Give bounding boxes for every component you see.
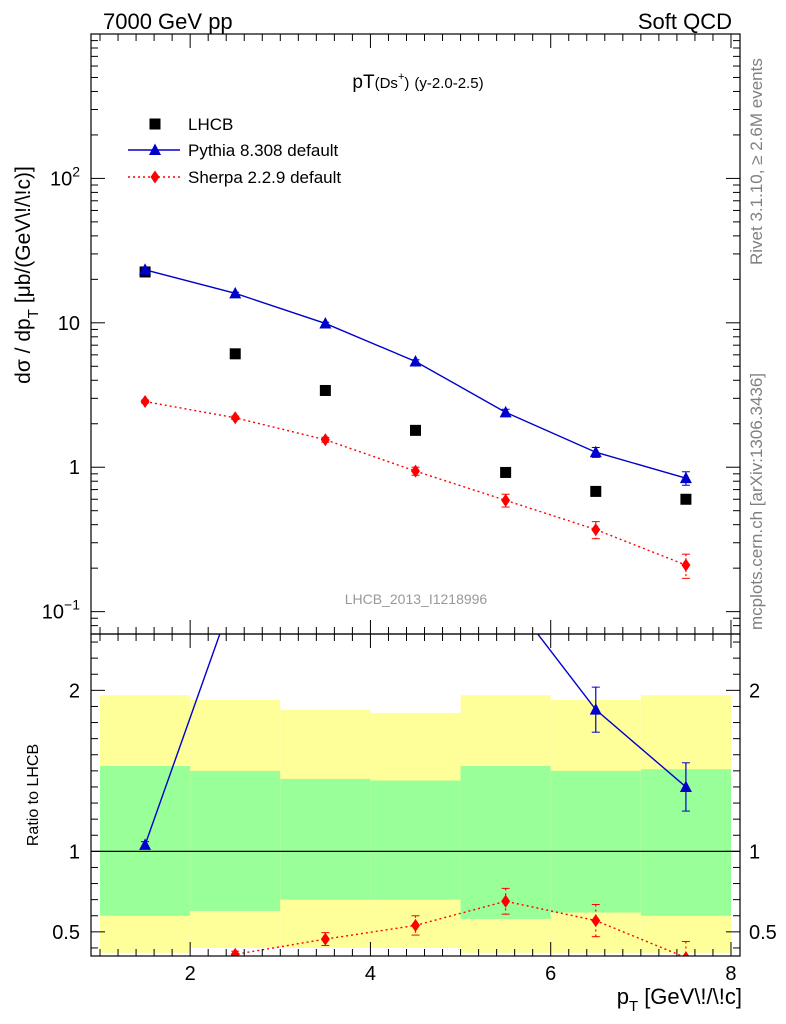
ratio-point-diamond [320,932,330,946]
legend-label: Sherpa 2.2.9 default [188,168,341,187]
data-point-diamond [140,395,150,409]
plot-title: pT(Ds+) (y-2.0-2.5) [352,71,483,93]
data-point-triangle [679,471,692,484]
y-tick-label: 10 [58,313,80,335]
ratio-y-tick-label: 1 [69,841,80,863]
legend-marker-triangle [149,143,161,155]
header-left: 7000 GeV pp [103,9,233,34]
header-right: Soft QCD [638,9,732,34]
plot-title-main: pT [352,72,375,93]
data-point-square [590,485,602,497]
ratio-plot-area [91,523,740,998]
ratio-point-diamond [591,914,601,928]
ratio-point-diamond [141,985,150,998]
mcplots-label: mcplots.cern.ch [arXiv:1306.3436] [747,373,766,630]
series-line-triangle [144,269,687,479]
ratio-y-tick-label: 0.5 [52,922,80,944]
data-point-triangle [589,445,602,458]
y-tick-label-base: 1 [69,457,80,479]
data-point-square [410,424,421,436]
data-point-triangle [409,354,422,367]
y-label-prefix: dσ / dp [12,318,35,384]
ratio-y-tick-label: 2 [69,680,80,702]
x-axis-label: pT [GeV\!/\!c] [617,984,742,1015]
ratio-point-diamond [501,894,511,908]
data-point-diamond [681,558,691,572]
y-tick-label: 1 [69,457,80,479]
y-tick-label-base: 10 [50,168,72,190]
ratio-point-triangle [589,703,602,715]
x-tick-label: 2 [185,963,196,985]
ratio-y-tick-label-right: 1 [749,841,760,863]
y-tick-label-base: 10 [42,602,64,624]
legend-marker-square [149,118,161,130]
x-label-unit: [GeV\!/\!c] [644,984,742,1009]
ratio-point-triangle [229,584,241,596]
x-tick-label: 6 [545,963,556,985]
ratio-point-triangle [319,537,331,549]
x-tick-label: 4 [365,963,376,985]
band-green [550,770,641,913]
y-tick-label-exponent: 2 [72,163,80,179]
legend-label: LHCB [188,115,233,134]
ratio-y-axis-label: Ratio to LHCB [25,744,42,846]
y-tick-label: 10−1 [42,597,80,624]
data-point-triangle [229,286,242,299]
band-green [370,780,461,900]
ratio-point-triangle [679,780,692,792]
legend-label: Pythia 8.308 default [188,141,339,160]
x-label-main: p [617,984,629,1009]
data-point-diamond [320,433,330,447]
band-green [280,778,371,900]
ratio-panel: 2 4 6 8 0.5 0.5 1 1 2 2 [52,523,777,998]
ratio-point-diamond [682,951,690,956]
y-tick-label: 102 [50,163,80,190]
ratio-y-tick-label-right: 2 [749,680,760,702]
data-point-triangle [319,316,332,329]
y-tick-label-base: 10 [58,313,80,335]
data-point-diamond [591,523,601,537]
main-frame [90,33,741,635]
plot-title-range: (y-2.0-2.5) [414,75,483,92]
data-point-square [229,348,241,360]
data-point-diamond [230,411,240,425]
band-green [190,770,281,911]
ratio-point-diamond [411,918,420,932]
ratio-point-triangle [139,838,152,850]
data-point-triangle [499,405,512,418]
x-tick-label: 8 [725,963,736,985]
data-point-diamond [501,493,511,507]
ratio-point-diamond [230,947,240,956]
ratio-point-triangle [500,586,512,598]
data-point-diamond [411,464,420,478]
ratio-point-triangle [410,523,422,535]
x-label-sub: T [629,998,638,1015]
data-point-triangle [139,263,152,275]
y-label-sub: T [25,309,42,318]
legend-marker-diamond [150,170,160,184]
rivet-label: Rivet 3.1.10, ≥ 2.6M events [747,58,766,265]
data-point-square [319,384,331,396]
plot-title-sup: + [398,71,404,83]
y-tick-label-exponent: −1 [64,597,80,613]
plot-title-close: ) [404,75,409,92]
ratio-y-tick-label-right: 0.5 [749,922,777,944]
data-point-square [680,493,692,505]
analysis-id: LHCB_2013_I1218996 [345,591,488,607]
data-point-square [500,466,512,478]
y-label-unit: [μb/(GeV\!/\!c)] [12,166,35,303]
plot-title-particle: (Ds [375,75,398,92]
legend: LHCB Pythia 8.308 default Sherpa 2.2.9 def… [128,115,341,187]
main-plot-area [139,263,692,579]
y-axis-label: dσ / dpT [μb/(GeV\!/\!c)] [12,166,42,384]
